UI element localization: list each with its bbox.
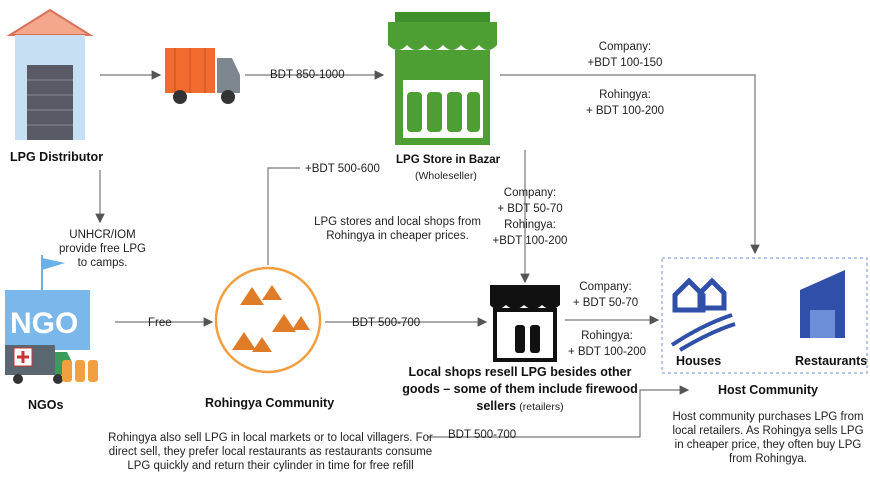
edge-label: BDT 500-700 <box>448 429 517 441</box>
note: Host community purchases LPG from local … <box>672 411 864 465</box>
node-label: LPG Distributor <box>10 150 104 164</box>
store-icon <box>388 12 497 145</box>
edge-label: +BDT 500-600 <box>305 163 380 175</box>
edge-label: + BDT 100-200 <box>567 346 647 358</box>
edge-note: Rohingya also sell LPG in local markets … <box>108 432 433 472</box>
node-label: Host Community <box>718 383 818 397</box>
node-label: Houses <box>676 354 722 368</box>
houses-icon <box>670 277 736 352</box>
node-label: NGOs <box>28 398 64 412</box>
node-sublabel: (retailers) <box>519 401 564 413</box>
edge-label: + BDT 50-70 <box>572 297 639 309</box>
truck-icon <box>165 48 240 104</box>
edge-label: Company: <box>579 281 632 293</box>
camp-icon <box>214 266 322 374</box>
edge-label: Rohingya: <box>599 89 651 101</box>
ngo-icon <box>5 255 98 384</box>
ngo-icon-text: NGO <box>10 307 79 340</box>
edge-label: BDT 850-1000 <box>270 69 345 81</box>
shop-icon <box>490 285 560 362</box>
node-label: Restaurants <box>795 354 868 368</box>
node-label: LPG Store in Bazar <box>396 154 501 166</box>
edge-label: +BDT 100-150 <box>587 57 663 69</box>
edge-label: Company: <box>598 41 652 53</box>
edge-label: + BDT 50-70 <box>497 203 563 215</box>
edge-label: +BDT 100-200 <box>492 235 568 247</box>
edge-label: BDT 500-700 <box>352 317 421 329</box>
edge-label: + BDT 100-200 <box>585 105 665 117</box>
node-label: Rohingya Community <box>205 396 335 410</box>
edge-label: Rohingya: <box>581 330 633 342</box>
warehouse-icon <box>6 8 94 140</box>
node-label-text: Local shops resell LPG besides other goo… <box>402 365 638 413</box>
edge-label: Free <box>148 317 172 329</box>
node-sublabel: (Wholeseller) <box>415 170 477 182</box>
host-box <box>661 257 868 374</box>
edge-label: Company: <box>503 187 557 199</box>
node-label: Local shops resell LPG besides other goo… <box>395 364 645 415</box>
restaurant-icon <box>800 270 845 338</box>
connectors <box>95 70 760 438</box>
edge-label: Rohingya: <box>504 219 556 231</box>
edge-note: LPG stores and local shops from Rohingya… <box>314 216 481 242</box>
edge-label: UNHCR/IOM provide free LPG to camps. <box>59 229 146 269</box>
